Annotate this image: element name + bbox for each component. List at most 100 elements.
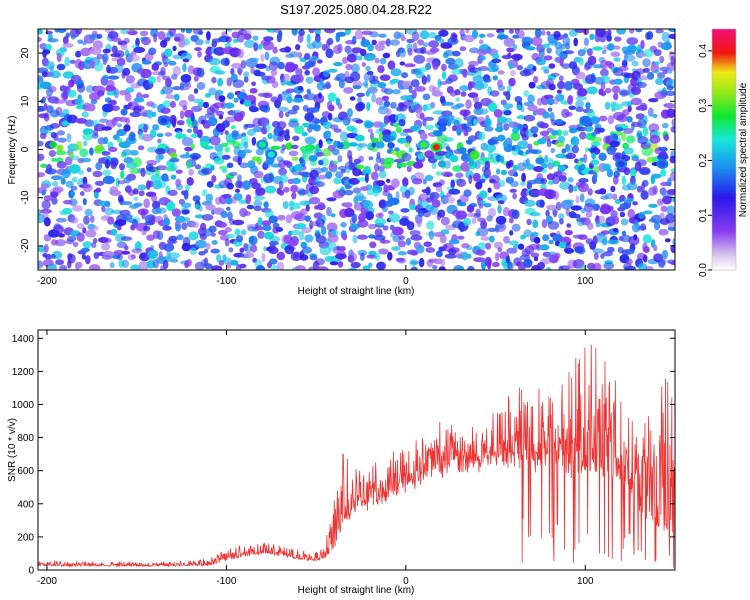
spectrogram-cell	[148, 76, 157, 84]
spectrogram-cell	[526, 182, 533, 190]
spectrogram-cell	[304, 61, 314, 68]
spectrogram-cell	[289, 202, 301, 210]
y-tick-label: 1400	[12, 334, 35, 345]
spectrogram-cell	[606, 145, 616, 155]
spectrogram-cell	[669, 155, 675, 164]
spectrogram-cell	[562, 50, 575, 55]
spectrogram-cell	[635, 113, 645, 120]
spectrogram-cell	[656, 154, 669, 161]
spectrogram-cell	[102, 48, 111, 54]
spectrogram-cell	[153, 33, 158, 43]
spectrogram-cell	[70, 191, 76, 197]
spectrogram-cell	[282, 201, 289, 209]
spectrogram-cell	[491, 64, 500, 72]
spectrogram-cell	[456, 128, 462, 136]
spectrogram-cell	[478, 203, 484, 209]
spectrogram-cell	[138, 190, 145, 197]
spectrogram-cell	[324, 29, 336, 34]
spectrogram-cell	[566, 144, 574, 155]
spectrogram-cell	[82, 132, 93, 141]
spectrogram-cell	[552, 174, 560, 185]
spectrogram-cell	[246, 204, 255, 210]
hotspot-core	[432, 144, 440, 151]
spectrogram-cell	[69, 198, 78, 207]
spectrogram-cell	[130, 224, 136, 231]
spectrogram-cell	[607, 246, 615, 253]
spectrogram-cell	[580, 264, 587, 270]
spectrogram-cell	[38, 172, 46, 178]
spectrogram-cell	[560, 43, 566, 50]
spectrogram-cell	[49, 141, 58, 149]
spectrogram-cell	[425, 247, 436, 253]
spectrogram-cell	[243, 141, 249, 150]
spectrogram-cell	[206, 31, 211, 41]
spectrogram-cell	[547, 107, 553, 112]
spectrogram-cell	[260, 53, 265, 63]
spectrogram-cell	[124, 92, 132, 102]
spectrogram-cell	[406, 165, 412, 173]
spectrogram-cell	[288, 120, 300, 128]
spectrogram-cell	[554, 252, 561, 259]
spectrogram-cell	[660, 169, 667, 177]
spectrogram-cell	[516, 123, 524, 130]
spectrogram-cell	[263, 159, 271, 169]
spectrogram-cell	[465, 29, 470, 34]
spectrogram-cell	[443, 49, 455, 57]
spectrogram-cell	[455, 172, 464, 178]
spectrogram-cell	[583, 37, 590, 47]
spectrogram-cell	[429, 191, 440, 200]
spectrogram-cell	[42, 49, 51, 55]
spectrogram-cell	[342, 117, 351, 126]
spectrogram-cell	[284, 133, 290, 141]
spectrogram-cell	[435, 171, 443, 176]
spectrogram-cell	[586, 222, 594, 230]
spectrogram-cell	[654, 61, 660, 66]
spectrogram-cell	[45, 43, 52, 51]
spectrogram-cell	[213, 46, 226, 56]
spectrogram-cell	[660, 146, 668, 153]
spectrogram-cell	[567, 95, 573, 105]
spectrogram-cell	[208, 225, 217, 233]
spectrogram-cell	[475, 249, 486, 256]
spectrogram-cell	[224, 42, 232, 48]
spectrogram-cell	[208, 57, 221, 66]
spectrogram-cell	[478, 33, 486, 38]
spectrogram-cell	[616, 29, 627, 35]
spectrogram-cell	[113, 88, 120, 99]
spectrogram-cell	[211, 240, 218, 245]
spectrogram-cell	[114, 50, 125, 58]
spectrogram-cell	[510, 131, 521, 142]
spectrogram-cell	[411, 79, 420, 88]
spectrogram-cell	[579, 193, 585, 203]
spectrogram-cell	[91, 132, 99, 139]
x-tick-label: -100	[216, 276, 236, 287]
spectrogram-cell	[643, 246, 650, 254]
spectrogram-cell	[561, 63, 571, 69]
spectrogram-cell	[546, 31, 551, 36]
spectrogram-cell	[575, 100, 584, 108]
spectrogram-cell	[269, 258, 278, 265]
spectrogram-cell	[155, 207, 167, 214]
spectrogram-cell	[375, 97, 384, 106]
spectrogram-cell	[110, 160, 118, 170]
spectrogram-cell	[593, 252, 599, 260]
spectrogram-cell	[253, 199, 263, 208]
spectrogram-cell	[308, 196, 321, 205]
spectrogram-cell	[368, 262, 373, 268]
spectrogram-cell	[39, 81, 52, 90]
spectrogram-cell	[429, 205, 439, 215]
spectrogram-cell	[572, 145, 579, 154]
spectrogram-cell	[624, 265, 636, 270]
y-tick-label: 600	[17, 466, 34, 477]
spectrogram-cell	[116, 57, 126, 67]
spectrogram-cell	[179, 83, 185, 91]
spectrogram-cell	[331, 148, 340, 156]
spectrogram-cell	[95, 187, 102, 193]
spectrogram-cell	[546, 204, 558, 211]
spectrogram-cell	[636, 159, 647, 167]
spectrogram-cell	[438, 125, 447, 132]
spectrogram-cell	[268, 246, 279, 255]
spectrogram-cell	[483, 168, 492, 179]
spectrogram-cell	[381, 95, 390, 102]
spectrogram-cell	[301, 149, 314, 155]
